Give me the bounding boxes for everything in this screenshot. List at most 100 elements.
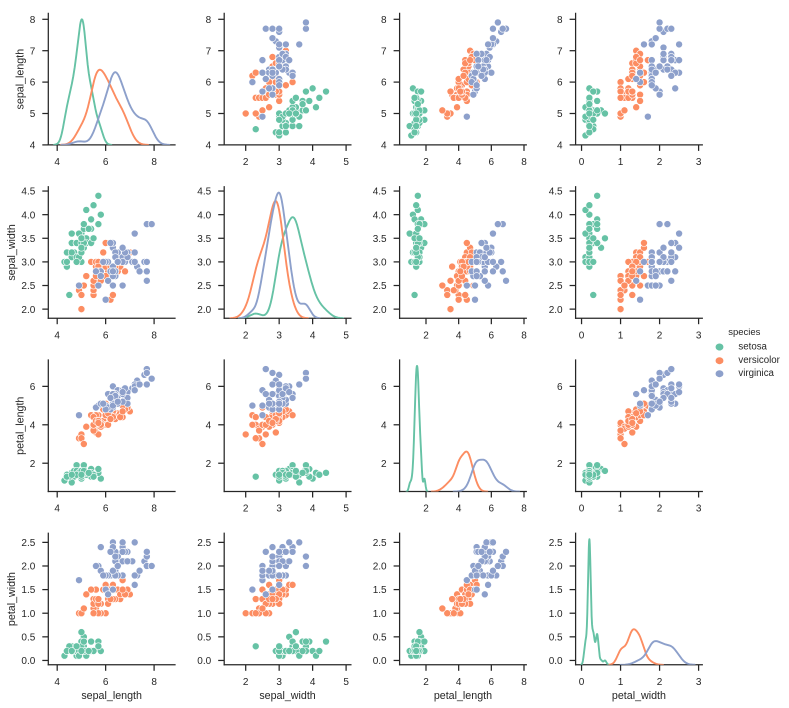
svg-text:2.0: 2.0 xyxy=(197,562,211,573)
svg-text:5: 5 xyxy=(343,677,349,688)
svg-text:1.5: 1.5 xyxy=(373,585,387,596)
svg-text:4: 4 xyxy=(381,141,387,152)
svg-text:4.5: 4.5 xyxy=(549,187,563,198)
svg-text:2.0: 2.0 xyxy=(21,562,35,573)
svg-text:2: 2 xyxy=(423,504,429,515)
svg-text:3: 3 xyxy=(696,504,702,515)
svg-text:8: 8 xyxy=(151,330,157,341)
svg-text:sepal_width: sepal_width xyxy=(6,224,18,280)
svg-text:2: 2 xyxy=(657,330,663,341)
svg-text:1.0: 1.0 xyxy=(549,609,563,620)
svg-text:3: 3 xyxy=(696,330,702,341)
svg-text:2: 2 xyxy=(206,459,212,470)
svg-text:5: 5 xyxy=(557,109,563,120)
svg-text:7: 7 xyxy=(206,46,212,57)
svg-text:0.5: 0.5 xyxy=(373,632,387,643)
svg-text:1.0: 1.0 xyxy=(197,609,211,620)
svg-text:2: 2 xyxy=(243,330,249,341)
svg-text:4.5: 4.5 xyxy=(21,187,35,198)
svg-text:0.0: 0.0 xyxy=(197,656,211,667)
svg-text:2: 2 xyxy=(557,459,563,470)
svg-text:4: 4 xyxy=(456,330,462,341)
svg-text:4: 4 xyxy=(54,677,60,688)
svg-text:2.5: 2.5 xyxy=(197,281,211,292)
svg-text:1: 1 xyxy=(618,157,624,168)
svg-text:species: species xyxy=(728,327,760,338)
svg-text:3: 3 xyxy=(696,677,702,688)
svg-text:3.0: 3.0 xyxy=(373,258,387,269)
svg-text:sepal_length: sepal_length xyxy=(81,690,142,702)
svg-text:8: 8 xyxy=(151,504,157,515)
svg-text:8: 8 xyxy=(206,15,212,26)
svg-text:1.0: 1.0 xyxy=(21,609,35,620)
svg-text:petal_width: petal_width xyxy=(6,572,18,626)
svg-text:4: 4 xyxy=(30,420,36,431)
svg-text:4: 4 xyxy=(54,330,60,341)
svg-text:0: 0 xyxy=(579,157,585,168)
svg-text:1.5: 1.5 xyxy=(549,585,563,596)
svg-text:6: 6 xyxy=(103,504,109,515)
svg-text:6: 6 xyxy=(206,382,212,393)
svg-text:6: 6 xyxy=(30,78,36,89)
svg-text:8: 8 xyxy=(151,157,157,168)
svg-text:2.0: 2.0 xyxy=(21,305,35,316)
svg-text:3.5: 3.5 xyxy=(549,234,563,245)
svg-text:petal_width: petal_width xyxy=(612,690,666,702)
svg-text:2.0: 2.0 xyxy=(549,305,563,316)
svg-text:8: 8 xyxy=(151,677,157,688)
svg-text:6: 6 xyxy=(103,330,109,341)
svg-text:5: 5 xyxy=(30,109,36,120)
svg-text:2.0: 2.0 xyxy=(373,305,387,316)
svg-text:6: 6 xyxy=(30,382,36,393)
svg-text:0: 0 xyxy=(579,677,585,688)
svg-text:2.0: 2.0 xyxy=(197,305,211,316)
svg-text:2: 2 xyxy=(657,157,663,168)
svg-text:6: 6 xyxy=(381,382,387,393)
svg-text:3: 3 xyxy=(276,504,282,515)
svg-text:8: 8 xyxy=(521,504,527,515)
svg-text:3.0: 3.0 xyxy=(197,258,211,269)
svg-text:4: 4 xyxy=(310,157,316,168)
svg-text:petal_length: petal_length xyxy=(15,397,27,455)
svg-text:2.5: 2.5 xyxy=(373,538,387,549)
svg-text:4: 4 xyxy=(557,420,563,431)
svg-text:4: 4 xyxy=(54,157,60,168)
svg-text:3: 3 xyxy=(276,157,282,168)
svg-text:4: 4 xyxy=(54,504,60,515)
svg-text:2: 2 xyxy=(243,504,249,515)
svg-text:2.5: 2.5 xyxy=(197,538,211,549)
svg-text:2.0: 2.0 xyxy=(549,562,563,573)
svg-text:3: 3 xyxy=(276,330,282,341)
svg-text:4: 4 xyxy=(206,420,212,431)
svg-text:2: 2 xyxy=(243,677,249,688)
svg-text:7: 7 xyxy=(381,46,387,57)
svg-text:8: 8 xyxy=(381,15,387,26)
svg-text:6: 6 xyxy=(557,78,563,89)
svg-text:4: 4 xyxy=(30,141,36,152)
svg-text:sepal_length: sepal_length xyxy=(15,49,27,110)
svg-text:7: 7 xyxy=(30,46,36,57)
svg-text:1.5: 1.5 xyxy=(21,585,35,596)
svg-text:4.0: 4.0 xyxy=(549,210,563,221)
svg-text:8: 8 xyxy=(557,15,563,26)
svg-text:2: 2 xyxy=(657,504,663,515)
svg-text:6: 6 xyxy=(489,330,495,341)
svg-text:4: 4 xyxy=(381,420,387,431)
svg-text:8: 8 xyxy=(521,330,527,341)
svg-text:3.0: 3.0 xyxy=(549,258,563,269)
svg-text:6: 6 xyxy=(103,677,109,688)
svg-text:setosa: setosa xyxy=(738,342,767,353)
svg-text:5: 5 xyxy=(343,157,349,168)
svg-text:4: 4 xyxy=(310,330,316,341)
svg-text:4: 4 xyxy=(557,141,563,152)
svg-text:8: 8 xyxy=(521,677,527,688)
svg-text:4.0: 4.0 xyxy=(373,210,387,221)
svg-text:7: 7 xyxy=(557,46,563,57)
svg-text:6: 6 xyxy=(489,504,495,515)
svg-text:8: 8 xyxy=(521,157,527,168)
svg-text:4: 4 xyxy=(456,157,462,168)
svg-text:3.5: 3.5 xyxy=(21,234,35,245)
svg-text:3: 3 xyxy=(276,677,282,688)
svg-text:0.5: 0.5 xyxy=(549,632,563,643)
svg-text:5: 5 xyxy=(343,504,349,515)
